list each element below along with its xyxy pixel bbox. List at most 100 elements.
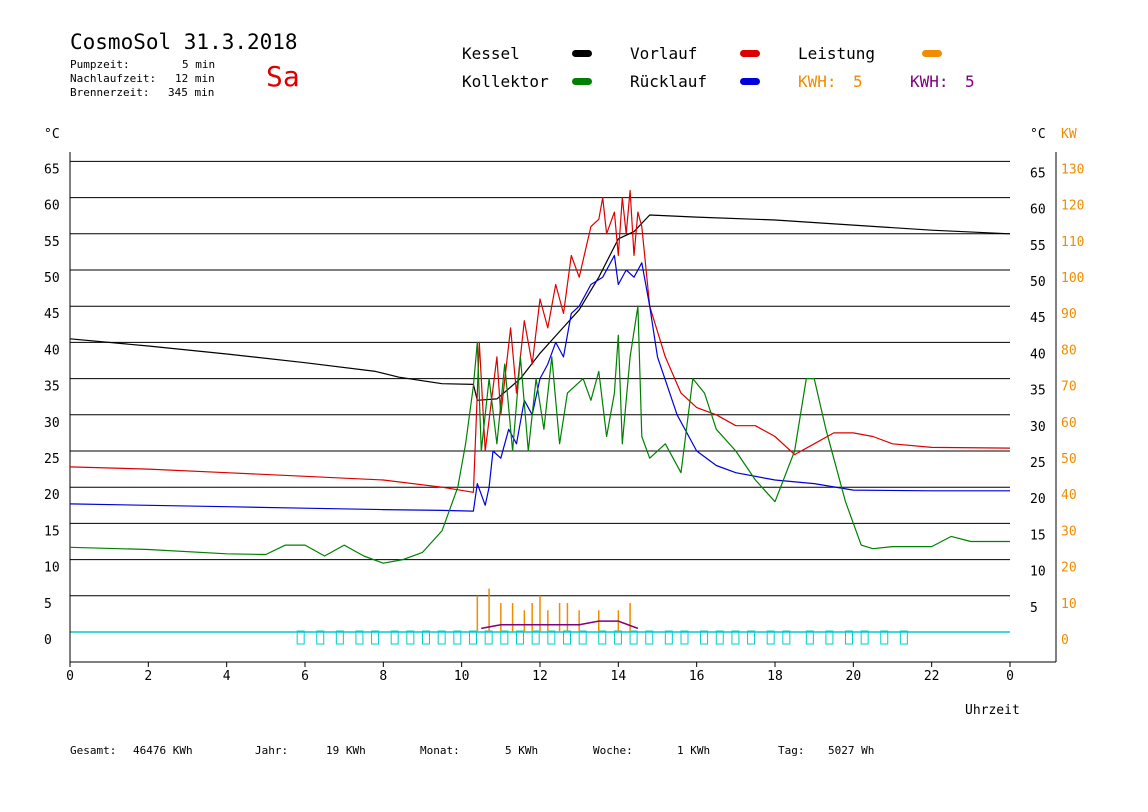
y-tick-label-left: 55 xyxy=(44,235,60,250)
x-tick-label: 8 xyxy=(379,669,387,684)
legend-vorlauf-label: Vorlauf xyxy=(630,44,698,63)
y-tick-label-kw: 50 xyxy=(1061,452,1077,467)
footer-tag-label: Tag: xyxy=(778,744,805,757)
y-tick-label-right: 45 xyxy=(1030,311,1046,326)
pump-marker xyxy=(845,630,853,645)
x-tick-label: 12 xyxy=(532,669,548,684)
pump-marker xyxy=(406,630,415,645)
pump-marker xyxy=(825,630,834,645)
x-tick-label: 18 xyxy=(767,669,783,684)
x-axis-label: Uhrzeit xyxy=(965,703,1020,718)
y-tick-label-left: 30 xyxy=(44,416,60,431)
pump-marker xyxy=(484,630,493,645)
x-tick-label: 0 xyxy=(1006,669,1014,684)
y-tick-label-kw: 40 xyxy=(1061,488,1077,503)
info-nachlaufzeit-value: 12 min xyxy=(175,72,215,85)
y-tick-label-right: 20 xyxy=(1030,492,1046,507)
legend-vorlauf-swatch xyxy=(740,50,760,57)
y-tick-label-right: 10 xyxy=(1030,565,1046,580)
y-tick-label-kw: 10 xyxy=(1061,597,1077,612)
pump-marker xyxy=(296,630,305,645)
pump-marker xyxy=(516,630,524,645)
pump-marker xyxy=(335,630,344,645)
pump-marker xyxy=(747,630,756,645)
info-pumpzeit-label: Pumpzeit: xyxy=(70,58,130,71)
x-tick-label: 0 xyxy=(66,669,74,684)
footer-gesamt-value: 46476 KWh xyxy=(133,744,193,757)
y-tick-label-left: 35 xyxy=(44,380,60,395)
y-tick-label-right: 25 xyxy=(1030,456,1046,471)
y-tick-label-left: 60 xyxy=(44,199,60,214)
info-pumpzeit-value: 5 min xyxy=(182,58,216,71)
pump-marker xyxy=(437,630,446,645)
info-brennerzeit-value: 345 min xyxy=(168,86,215,99)
y-tick-label-kw: 130 xyxy=(1061,162,1084,177)
kwh-series-line xyxy=(481,620,639,630)
y-tick-label-left: 45 xyxy=(44,307,60,322)
y-tick-label-left: 50 xyxy=(44,271,60,286)
y-tick-label-left: 15 xyxy=(44,524,60,539)
pump-marker xyxy=(355,630,364,645)
series-line-rcklauf xyxy=(69,254,1010,512)
footer-jahr-label: Jahr: xyxy=(255,744,289,757)
y-tick-label-kw: 30 xyxy=(1061,524,1077,539)
y-tick-label-left: 25 xyxy=(44,452,60,467)
y-tick-label-right: 30 xyxy=(1030,420,1046,435)
pump-marker xyxy=(371,630,380,645)
pump-marker xyxy=(316,630,325,645)
y-axis-unit-kw: KW xyxy=(1061,127,1077,142)
footer-jahr-value: 19 KWh xyxy=(326,744,366,757)
y-tick-label-left: 40 xyxy=(44,343,60,358)
legend-leistung-swatch xyxy=(922,50,942,57)
legend-kwh-purple-label: KWH: xyxy=(910,72,949,91)
y-tick-label-right: 60 xyxy=(1030,203,1046,218)
y-tick-label-right: 50 xyxy=(1030,275,1046,290)
legend-ruecklauf-swatch xyxy=(740,78,760,85)
y-tick-label-right: 35 xyxy=(1030,384,1046,399)
y-tick-label-kw: 20 xyxy=(1061,561,1077,576)
y-tick-label-kw: 100 xyxy=(1061,271,1084,286)
legend-kessel-label: Kessel xyxy=(462,44,520,63)
y-tick-label-kw: 60 xyxy=(1061,416,1077,431)
pump-marker xyxy=(664,630,673,645)
legend-kwh-purple-value: 5 xyxy=(965,72,975,91)
x-tick-label: 6 xyxy=(301,669,309,684)
pump-marker xyxy=(422,630,430,645)
legend-kollektor-label: Kollektor xyxy=(462,72,549,91)
pump-marker xyxy=(578,630,587,645)
y-axis-unit-right: °C xyxy=(1030,127,1046,142)
y-tick-label-left: 20 xyxy=(44,488,60,503)
y-tick-label-left: 5 xyxy=(44,597,52,612)
y-tick-label-kw: 80 xyxy=(1061,343,1077,358)
pump-marker xyxy=(899,630,908,645)
legend-ruecklauf-label: Rücklauf xyxy=(630,72,708,91)
y-tick-label-kw: 120 xyxy=(1061,199,1084,214)
page-title: CosmoSol 31.3.2018 xyxy=(70,30,298,54)
pump-marker xyxy=(453,630,462,645)
pump-marker xyxy=(731,630,740,645)
y-tick-label-kw: 90 xyxy=(1061,307,1077,322)
pump-marker xyxy=(680,630,689,645)
x-tick-label: 2 xyxy=(144,669,152,684)
pump-marker xyxy=(700,630,709,645)
pump-marker xyxy=(805,630,814,645)
series-line-vorlauf xyxy=(69,189,1011,493)
info-brennerzeit-label: Brennerzeit: xyxy=(70,86,150,99)
info-nachlaufzeit-label: Nachlaufzeit: xyxy=(70,72,157,85)
x-tick-label: 22 xyxy=(924,669,940,684)
legend-kwh-orange-value: 5 xyxy=(853,72,863,91)
x-tick-label: 4 xyxy=(223,669,231,684)
pump-marker xyxy=(860,630,869,645)
y-tick-label-kw: 70 xyxy=(1061,380,1077,395)
y-tick-label-left: 0 xyxy=(44,633,52,648)
y-tick-label-right: 65 xyxy=(1030,166,1046,181)
pump-marker xyxy=(390,630,399,645)
footer-woche-value: 1 KWh xyxy=(677,744,711,757)
pump-marker xyxy=(563,630,571,645)
pump-marker xyxy=(715,630,724,645)
legend-kwh-orange-label: KWH: xyxy=(798,72,837,91)
y-tick-label-right: 55 xyxy=(1030,239,1046,254)
pump-marker xyxy=(531,630,540,645)
footer-monat-value: 5 KWh xyxy=(505,744,539,757)
